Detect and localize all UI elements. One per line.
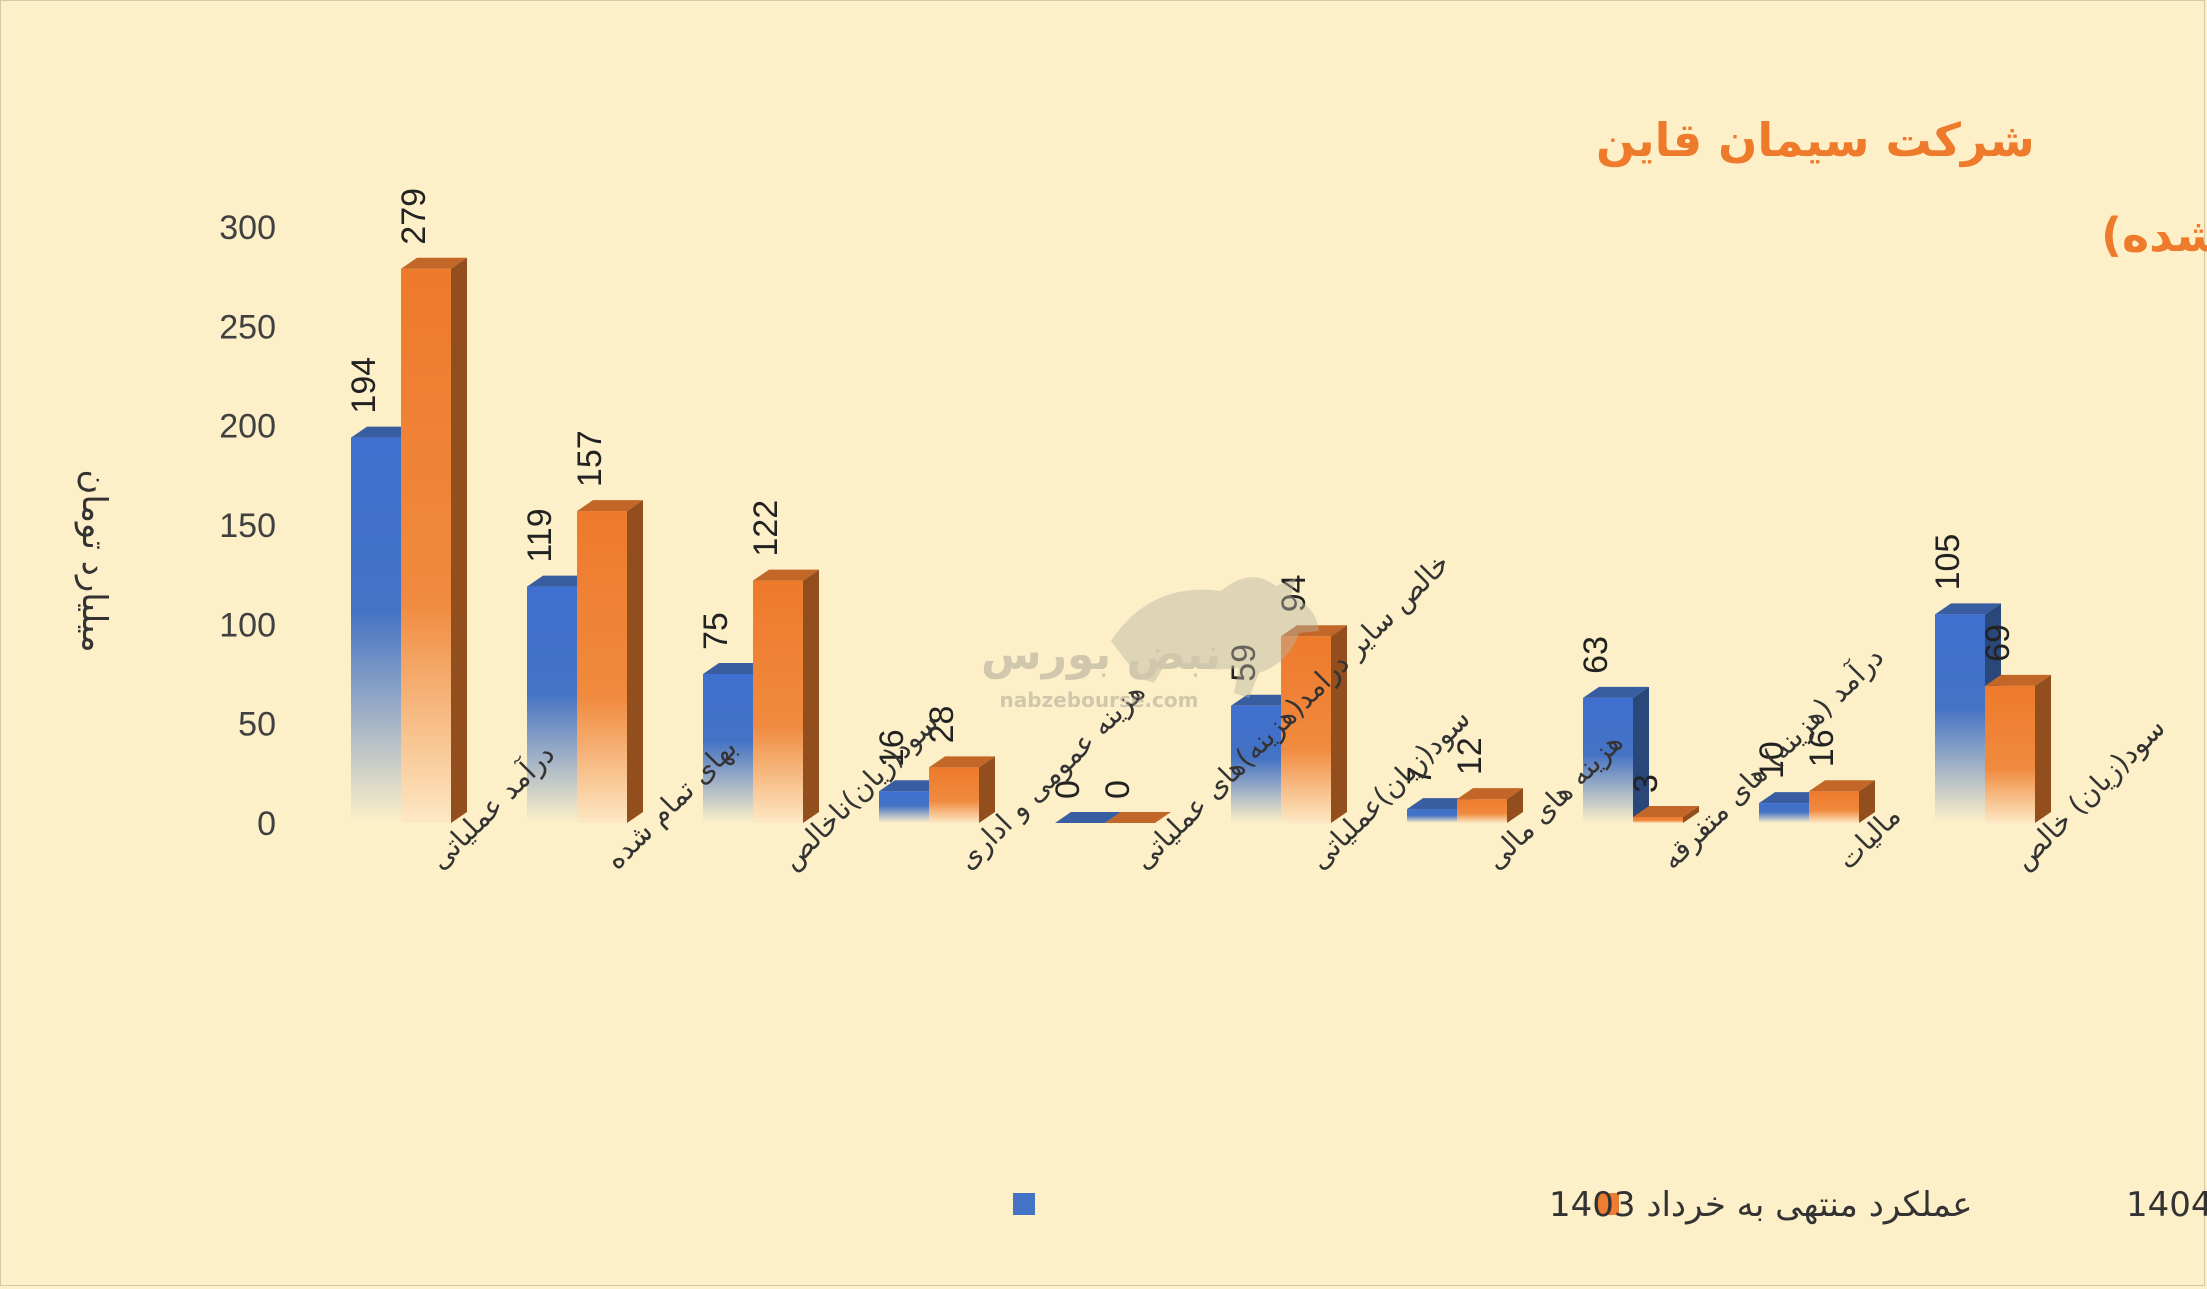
y-tick-label: 250: [219, 308, 276, 346]
data-label: 157: [571, 430, 609, 487]
legend: عملکرد منتهی به خرداد 1404 عملکرد منتهی …: [1013, 1185, 2207, 1225]
legend-label-1403: عملکرد منتهی به خرداد 1403: [1549, 1185, 1973, 1225]
bar-1404-6: [1457, 788, 1523, 823]
watermark-brand: نبض بورس: [981, 629, 1221, 680]
watermark: نبض بورس nabzebourse.com: [981, 577, 1319, 712]
data-label: 279: [395, 188, 433, 245]
bar-1404-3: [929, 756, 995, 823]
y-tick-label: 100: [219, 606, 276, 644]
legend-swatch-1404: [1597, 1193, 1619, 1215]
data-label: 0: [1099, 780, 1137, 799]
data-label: 194: [345, 357, 383, 414]
bar-1404-1: [577, 500, 643, 823]
bar-1404-8: [1809, 780, 1875, 823]
bar-1404-7: [1633, 806, 1699, 823]
watermark-url: nabzebourse.com: [1000, 688, 1199, 712]
data-label: 16: [1803, 729, 1841, 767]
data-label: 122: [747, 500, 785, 557]
bars: [351, 257, 2051, 824]
data-labels: 194 279 119 157 75 122 16 28 00 59 94 7 12 63 3 10 16 105…: [345, 188, 2017, 799]
bar-1404-0: [401, 257, 467, 824]
data-label: 10: [1753, 741, 1791, 779]
bar-1404-2: [753, 569, 819, 823]
data-label: 12: [1451, 737, 1489, 775]
data-label: 119: [521, 508, 559, 562]
data-label: 63: [1577, 636, 1615, 674]
chart-subtitle: صورت های مالی ۳ ماهه منتهی به ۱۴۰۴.۰۳.۳۱…: [2101, 208, 2207, 262]
y-tick-label: 150: [219, 507, 276, 545]
y-axis-ticks: 0 50 100 150 200 250 300: [219, 209, 276, 843]
bar-1403-7: [1583, 686, 1649, 823]
bar-1404-9: [1985, 674, 2051, 823]
y-tick-label: 300: [219, 209, 276, 247]
data-label: 69: [1979, 624, 2017, 662]
bar-1404-5: [1281, 625, 1347, 823]
chart-title: شرکت سیمان قاین: [1596, 113, 2035, 167]
y-tick-label: 50: [238, 706, 276, 744]
y-tick-label: 200: [219, 408, 276, 446]
legend-swatch-1403: [1013, 1193, 1035, 1215]
data-label: 7: [1401, 766, 1439, 785]
data-label: 16: [873, 729, 911, 767]
data-label: 75: [697, 612, 735, 650]
y-axis-label: میلیارد تومان: [74, 469, 114, 652]
data-label: 105: [1929, 534, 1967, 591]
data-label: 94: [1275, 574, 1313, 612]
y-tick-label: 0: [257, 805, 276, 843]
bar-1403-4: [1055, 812, 1121, 823]
bull-logo-icon: [1111, 577, 1319, 698]
legend-label-1404: عملکرد منتهی به خرداد 1404: [2126, 1185, 2207, 1225]
data-label: 28: [923, 706, 961, 744]
bar-1404-4: [1105, 812, 1171, 823]
data-label: 59: [1225, 644, 1263, 682]
data-label: 0: [1049, 780, 1087, 799]
data-label: 3: [1627, 774, 1665, 793]
